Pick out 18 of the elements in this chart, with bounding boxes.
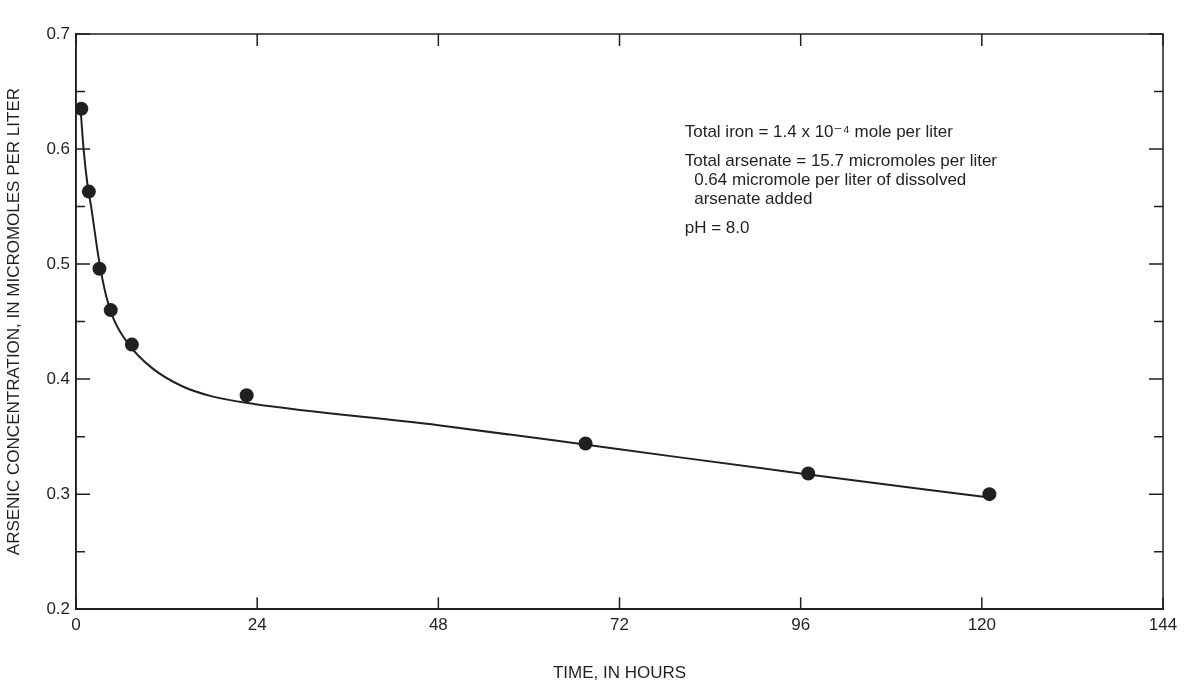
- y-tick-label: 0.7: [46, 23, 71, 43]
- x-tick-label: 72: [610, 615, 629, 635]
- x-tick-label: 48: [428, 615, 448, 635]
- y-tick-label: 0.4: [46, 368, 71, 388]
- annotation: Total iron = 1.4 x 10⁻⁴ mole per liter: [684, 122, 954, 141]
- y-tick-label: 0.2: [46, 598, 71, 618]
- x-axis-title: TIME, IN HOURS: [552, 663, 687, 683]
- x-tick-label: 24: [247, 615, 267, 635]
- y-tick-label: 0.6: [46, 138, 71, 158]
- annotation: Total arsenate = 15.7 micromoles per liter 0.64 micromole per liter of dissolved arsenate added: [684, 151, 998, 208]
- x-tick-label: 144: [1148, 615, 1178, 635]
- x-tick-label: 0: [71, 615, 81, 635]
- annotation: pH = 8.0: [684, 218, 750, 237]
- y-axis-title: ARSENIC CONCENTRATION, IN MICROMOLES PER LITER: [3, 87, 23, 556]
- x-tick-label: 96: [791, 615, 811, 635]
- y-tick-label: 0.3: [46, 483, 71, 503]
- y-tick-label: 0.5: [46, 253, 71, 273]
- x-tick-label: 120: [967, 615, 997, 635]
